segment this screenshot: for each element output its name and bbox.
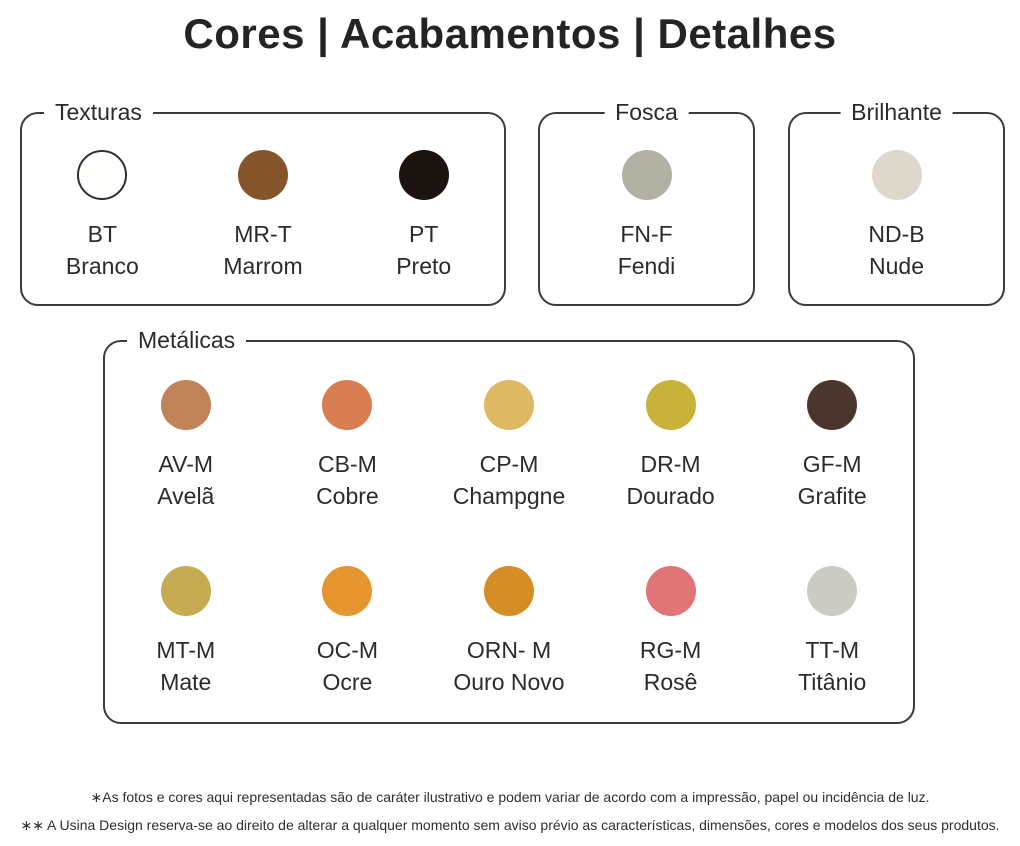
- footnote-disclaimer: ∗∗ A Usina Design reserva-se ao direito …: [20, 817, 1000, 833]
- swatch-name: Nude: [869, 253, 924, 279]
- swatch-name: Preto: [396, 253, 452, 279]
- swatch-cbm-cobre: CB-M Cobre: [267, 380, 429, 510]
- color-dot-ornm: [483, 566, 534, 616]
- swatch-code: BT: [87, 221, 118, 247]
- swatch-ttm-titanio: TT-M Titânio: [751, 566, 913, 696]
- color-dot-cbm: [322, 380, 373, 430]
- swatch-name: Ouro Novo: [453, 669, 565, 695]
- swatch-name: Fendi: [617, 253, 676, 279]
- group-metalicas-label: Metálicas: [127, 327, 247, 353]
- swatch-name: Grafite: [797, 483, 867, 509]
- swatch-fnf-fendi: FN-F Fendi: [540, 150, 753, 280]
- page-title: Cores | Acabamentos | Detalhes: [183, 10, 837, 57]
- swatch-name: Titânio: [798, 669, 867, 695]
- metalicas-row-2: MT-M Mate OC-M Ocre ORN- M Ouro Novo RG-…: [105, 566, 913, 696]
- color-dot-avm: [160, 380, 211, 430]
- texturas-swatches: BT Branco MR-T Marrom PT Preto: [22, 114, 504, 280]
- footnote-illustrative: ∗As fotos e cores aqui representadas são…: [90, 789, 930, 805]
- group-texturas: Texturas BT Branco MR-T Marrom PT Preto: [20, 99, 506, 306]
- swatch-mrt-marrom: MR-T Marrom: [183, 150, 344, 280]
- swatch-code: RG-M: [639, 637, 702, 663]
- swatch-name: Rosê: [643, 669, 698, 695]
- swatch-name: Branco: [65, 253, 139, 279]
- swatch-code: TT-M: [805, 637, 859, 663]
- group-brilhante: Brilhante ND-B Nude: [788, 99, 1005, 306]
- swatch-name: Champgne: [452, 483, 566, 509]
- group-metalicas: Metálicas AV-M Avelã CB-M Cobre CP-M Cha…: [103, 327, 915, 724]
- swatch-name: Avelã: [157, 483, 215, 509]
- swatch-gfm-grafite: GF-M Grafite: [751, 380, 913, 510]
- swatch-code: DR-M: [640, 451, 701, 477]
- swatch-code: AV-M: [158, 451, 214, 477]
- swatch-name: Cobre: [316, 483, 379, 509]
- metalicas-row-1: AV-M Avelã CB-M Cobre CP-M Champgne DR-M…: [105, 342, 913, 510]
- swatch-code: ORN- M: [466, 637, 552, 663]
- color-dot-ocm: [322, 566, 373, 616]
- color-dot-bt: [77, 150, 128, 200]
- color-dot-ndb: [871, 150, 922, 200]
- swatch-name: Marrom: [223, 253, 303, 279]
- swatch-drm-dourado: DR-M Dourado: [590, 380, 752, 510]
- swatch-cpm-champgne: CP-M Champgne: [428, 380, 590, 510]
- swatch-code: MR-T: [234, 221, 292, 247]
- swatch-code: CP-M: [479, 451, 539, 477]
- color-dot-fnf: [621, 150, 672, 200]
- swatch-code: MT-M: [156, 637, 216, 663]
- swatch-code: CB-M: [318, 451, 377, 477]
- group-brilhante-label: Brilhante: [840, 99, 953, 125]
- color-dot-gfm: [807, 380, 858, 430]
- swatch-avm-avela: AV-M Avelã: [105, 380, 267, 510]
- swatch-ocm-ocre: OC-M Ocre: [267, 566, 429, 696]
- color-dot-mrt: [238, 150, 288, 200]
- swatch-name: Dourado: [626, 483, 715, 509]
- color-dot-rgm: [645, 566, 696, 616]
- swatch-ndb-nude: ND-B Nude: [790, 150, 1003, 280]
- swatch-name: Ocre: [322, 669, 373, 695]
- swatch-code: ND-B: [868, 221, 925, 247]
- swatch-bt-branco: BT Branco: [22, 150, 183, 280]
- swatch-code: OC-M: [316, 637, 379, 663]
- color-dot-mtm: [160, 566, 211, 616]
- swatch-code: PT: [408, 221, 439, 247]
- swatch-rgm-rose: RG-M Rosê: [590, 566, 752, 696]
- brilhante-swatches: ND-B Nude: [790, 114, 1003, 280]
- swatch-name: Mate: [160, 669, 212, 695]
- color-dot-cpm: [483, 380, 534, 430]
- swatch-code: GF-M: [802, 451, 862, 477]
- group-texturas-label: Texturas: [44, 99, 153, 125]
- swatch-code: FN-F: [620, 221, 673, 247]
- fosca-swatches: FN-F Fendi: [540, 114, 753, 280]
- color-dot-ttm: [807, 566, 858, 616]
- swatch-mtm-mate: MT-M Mate: [105, 566, 267, 696]
- swatch-pt-preto: PT Preto: [343, 150, 504, 280]
- group-fosca-label: Fosca: [604, 99, 689, 125]
- group-fosca: Fosca FN-F Fendi: [538, 99, 755, 306]
- color-dot-pt: [398, 150, 449, 200]
- color-dot-drm: [645, 380, 696, 430]
- swatch-ornm-ouro-novo: ORN- M Ouro Novo: [428, 566, 590, 696]
